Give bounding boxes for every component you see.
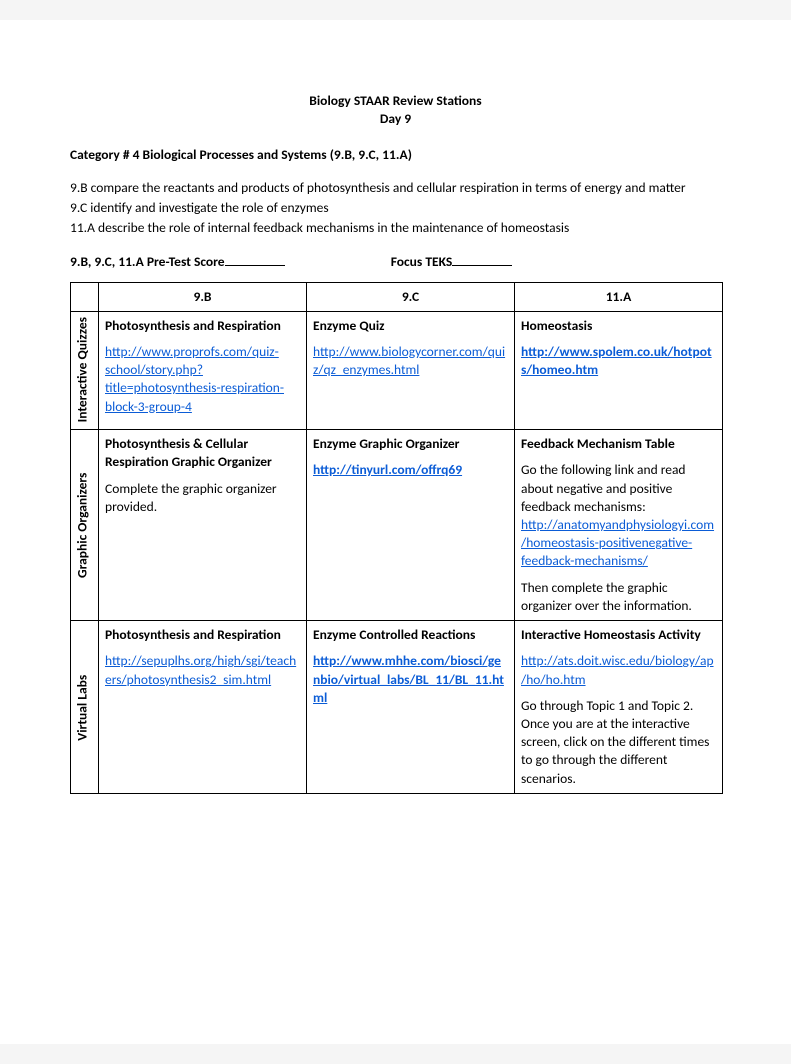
row-label-interactive-quizzes: Interactive Quizzes	[71, 311, 99, 429]
cell-title: Photosynthesis & Cellular Respiration Gr…	[105, 435, 300, 471]
standard-9c: 9.C identify and investigate the role of…	[70, 199, 721, 217]
cell-title: Enzyme Graphic Organizer	[313, 435, 508, 453]
cell-11a-lab: Interactive Homeostasis Activity http://…	[515, 621, 723, 794]
link-ats-wisc[interactable]: http://ats.doit.wisc.edu/biology/ap/ho/h…	[521, 652, 714, 687]
cell-11a-organizer: Feedback Mechanism Table Go the followin…	[515, 430, 723, 621]
cell-9c-quiz: Enzyme Quiz http://www.biologycorner.com…	[307, 311, 515, 429]
cell-title: Interactive Homeostasis Activity	[521, 626, 716, 644]
link-sepuplhs[interactable]: http://sepuplhs.org/high/sgi/teachers/ph…	[105, 652, 296, 687]
pretest-line: 9.B, 9.C, 11.A Pre-Test Score Focus TEKS	[70, 253, 721, 271]
link-mhhe[interactable]: http://www.mhhe.com/biosci/genbio/virtua…	[313, 652, 504, 705]
table-row: Virtual Labs Photosynthesis and Respirat…	[71, 621, 723, 794]
cell-9c-organizer: Enzyme Graphic Organizer http://tinyurl.…	[307, 430, 515, 621]
title-block: Biology STAAR Review Stations Day 9	[70, 92, 721, 128]
cell-11a-quiz: Homeostasis http://www.spolem.co.uk/hotp…	[515, 311, 723, 429]
pretest-blank	[225, 254, 285, 266]
category-heading: Category # 4 Biological Processes and Sy…	[70, 146, 721, 164]
header-9c: 9.C	[307, 282, 515, 311]
cell-title: Photosynthesis and Respiration	[105, 626, 300, 644]
table-header-row: 9.B 9.C 11.A	[71, 282, 723, 311]
cell-title: Enzyme Quiz	[313, 317, 508, 335]
focus-teks-label: Focus TEKS	[391, 253, 453, 270]
table-row: Interactive Quizzes Photosynthesis and R…	[71, 311, 723, 429]
cell-title: Enzyme Controlled Reactions	[313, 626, 508, 644]
cell-text: Then complete the graphic organizer over…	[521, 579, 716, 615]
header-9b: 9.B	[99, 282, 307, 311]
cell-title: Photosynthesis and Respiration	[105, 317, 300, 335]
row-label-graphic-organizers: Graphic Organizers	[71, 430, 99, 621]
cell-9c-lab: Enzyme Controlled Reactions http://www.m…	[307, 621, 515, 794]
link-spolem[interactable]: http://www.spolem.co.uk/hotpots/homeo.ht…	[521, 343, 712, 378]
standards-block: 9.B compare the reactants and products o…	[70, 179, 721, 238]
cell-text: Go through Topic 1 and Topic 2. Once you…	[521, 697, 716, 788]
page-subtitle: Day 9	[70, 110, 721, 128]
cell-9b-quiz: Photosynthesis and Respiration http://ww…	[99, 311, 307, 429]
focus-teks-blank	[452, 254, 512, 266]
document-page: Biology STAAR Review Stations Day 9 Cate…	[0, 20, 791, 1044]
link-proprofs[interactable]: http://www.proprofs.com/quiz-school/stor…	[105, 343, 284, 415]
cell-text: Go the following link and read about neg…	[521, 461, 716, 516]
link-biologycorner[interactable]: http://www.biologycorner.com/quiz/qz_enz…	[313, 343, 505, 378]
pretest-label: 9.B, 9.C, 11.A Pre-Test Score	[70, 253, 225, 270]
link-anatomy[interactable]: http://anatomyandphysiologyi.com/homeost…	[521, 516, 714, 569]
standard-11a: 11.A describe the role of internal feedb…	[70, 219, 721, 237]
cell-9b-organizer: Photosynthesis & Cellular Respiration Gr…	[99, 430, 307, 621]
standard-9b: 9.B compare the reactants and products o…	[70, 179, 721, 197]
stations-table: 9.B 9.C 11.A Interactive Quizzes Photosy…	[70, 282, 723, 794]
row-label-virtual-labs: Virtual Labs	[71, 621, 99, 794]
header-11a: 11.A	[515, 282, 723, 311]
header-blank	[71, 282, 99, 311]
table-row: Graphic Organizers Photosynthesis & Cell…	[71, 430, 723, 621]
cell-9b-lab: Photosynthesis and Respiration http://se…	[99, 621, 307, 794]
link-tinyurl[interactable]: http://tinyurl.com/offrq69	[313, 461, 462, 478]
cell-title: Feedback Mechanism Table	[521, 435, 716, 453]
page-title: Biology STAAR Review Stations	[70, 92, 721, 110]
cell-title: Homeostasis	[521, 317, 716, 335]
cell-text: Complete the graphic organizer provided.	[105, 480, 300, 516]
